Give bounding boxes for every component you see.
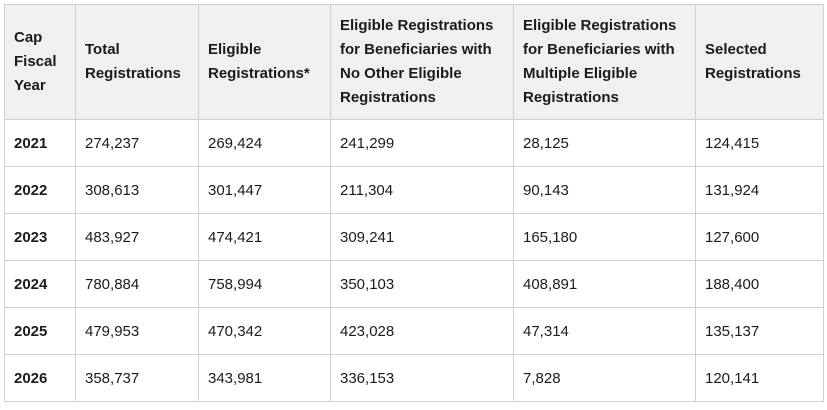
cell-eligible-multiple: 90,143 (513, 166, 696, 214)
cell-eligible-no-other: 336,153 (330, 354, 514, 402)
table-header: Cap Fiscal Year Total Registrations Elig… (4, 4, 824, 120)
cell-fiscal-year: 2022 (4, 166, 76, 214)
header-cap-fiscal-year: Cap Fiscal Year (4, 4, 76, 120)
cell-eligible-no-other: 350,103 (330, 260, 514, 308)
table-row: 2024 780,884 758,994 350,103 408,891 188… (4, 260, 824, 308)
cell-selected-registrations: 131,924 (695, 166, 824, 214)
cell-total-registrations: 274,237 (75, 119, 199, 167)
cell-selected-registrations: 124,415 (695, 119, 824, 167)
cell-fiscal-year: 2025 (4, 307, 76, 355)
cell-eligible-multiple: 165,180 (513, 213, 696, 261)
cell-eligible-registrations: 269,424 (198, 119, 331, 167)
table-row: 2022 308,613 301,447 211,304 90,143 131,… (4, 166, 824, 214)
header-selected-registrations: Selected Registrations (695, 4, 824, 120)
cell-total-registrations: 780,884 (75, 260, 199, 308)
cell-eligible-multiple: 7,828 (513, 354, 696, 402)
table-row: 2021 274,237 269,424 241,299 28,125 124,… (4, 119, 824, 167)
cell-eligible-multiple: 47,314 (513, 307, 696, 355)
cell-eligible-no-other: 241,299 (330, 119, 514, 167)
cell-eligible-registrations: 301,447 (198, 166, 331, 214)
cell-total-registrations: 479,953 (75, 307, 199, 355)
table-row: 2023 483,927 474,421 309,241 165,180 127… (4, 213, 824, 261)
cell-eligible-multiple: 408,891 (513, 260, 696, 308)
cell-eligible-no-other: 211,304 (330, 166, 514, 214)
header-eligible-multiple: Eligible Registrations for Beneficiaries… (513, 4, 696, 120)
header-total-registrations: Total Registrations (75, 4, 199, 120)
cell-eligible-multiple: 28,125 (513, 119, 696, 167)
cell-eligible-registrations: 758,994 (198, 260, 331, 308)
table-body: 2021 274,237 269,424 241,299 28,125 124,… (4, 119, 824, 402)
cell-selected-registrations: 120,141 (695, 354, 824, 402)
cell-total-registrations: 308,613 (75, 166, 199, 214)
cell-fiscal-year: 2023 (4, 213, 76, 261)
table-row: 2026 358,737 343,981 336,153 7,828 120,1… (4, 354, 824, 402)
cell-selected-registrations: 135,137 (695, 307, 824, 355)
header-eligible-registrations: Eligible Registrations* (198, 4, 331, 120)
cell-eligible-no-other: 423,028 (330, 307, 514, 355)
cell-eligible-registrations: 343,981 (198, 354, 331, 402)
cell-total-registrations: 358,737 (75, 354, 199, 402)
header-row: Cap Fiscal Year Total Registrations Elig… (4, 4, 824, 120)
cell-eligible-no-other: 309,241 (330, 213, 514, 261)
cell-fiscal-year: 2026 (4, 354, 76, 402)
cell-selected-registrations: 127,600 (695, 213, 824, 261)
cell-eligible-registrations: 470,342 (198, 307, 331, 355)
header-eligible-no-other: Eligible Registrations for Beneficiaries… (330, 4, 514, 120)
table-row: 2025 479,953 470,342 423,028 47,314 135,… (4, 307, 824, 355)
cell-fiscal-year: 2021 (4, 119, 76, 167)
cell-selected-registrations: 188,400 (695, 260, 824, 308)
cell-total-registrations: 483,927 (75, 213, 199, 261)
registrations-table: Cap Fiscal Year Total Registrations Elig… (4, 4, 824, 402)
cell-eligible-registrations: 474,421 (198, 213, 331, 261)
registrations-table-container: Cap Fiscal Year Total Registrations Elig… (4, 4, 824, 402)
cell-fiscal-year: 2024 (4, 260, 76, 308)
